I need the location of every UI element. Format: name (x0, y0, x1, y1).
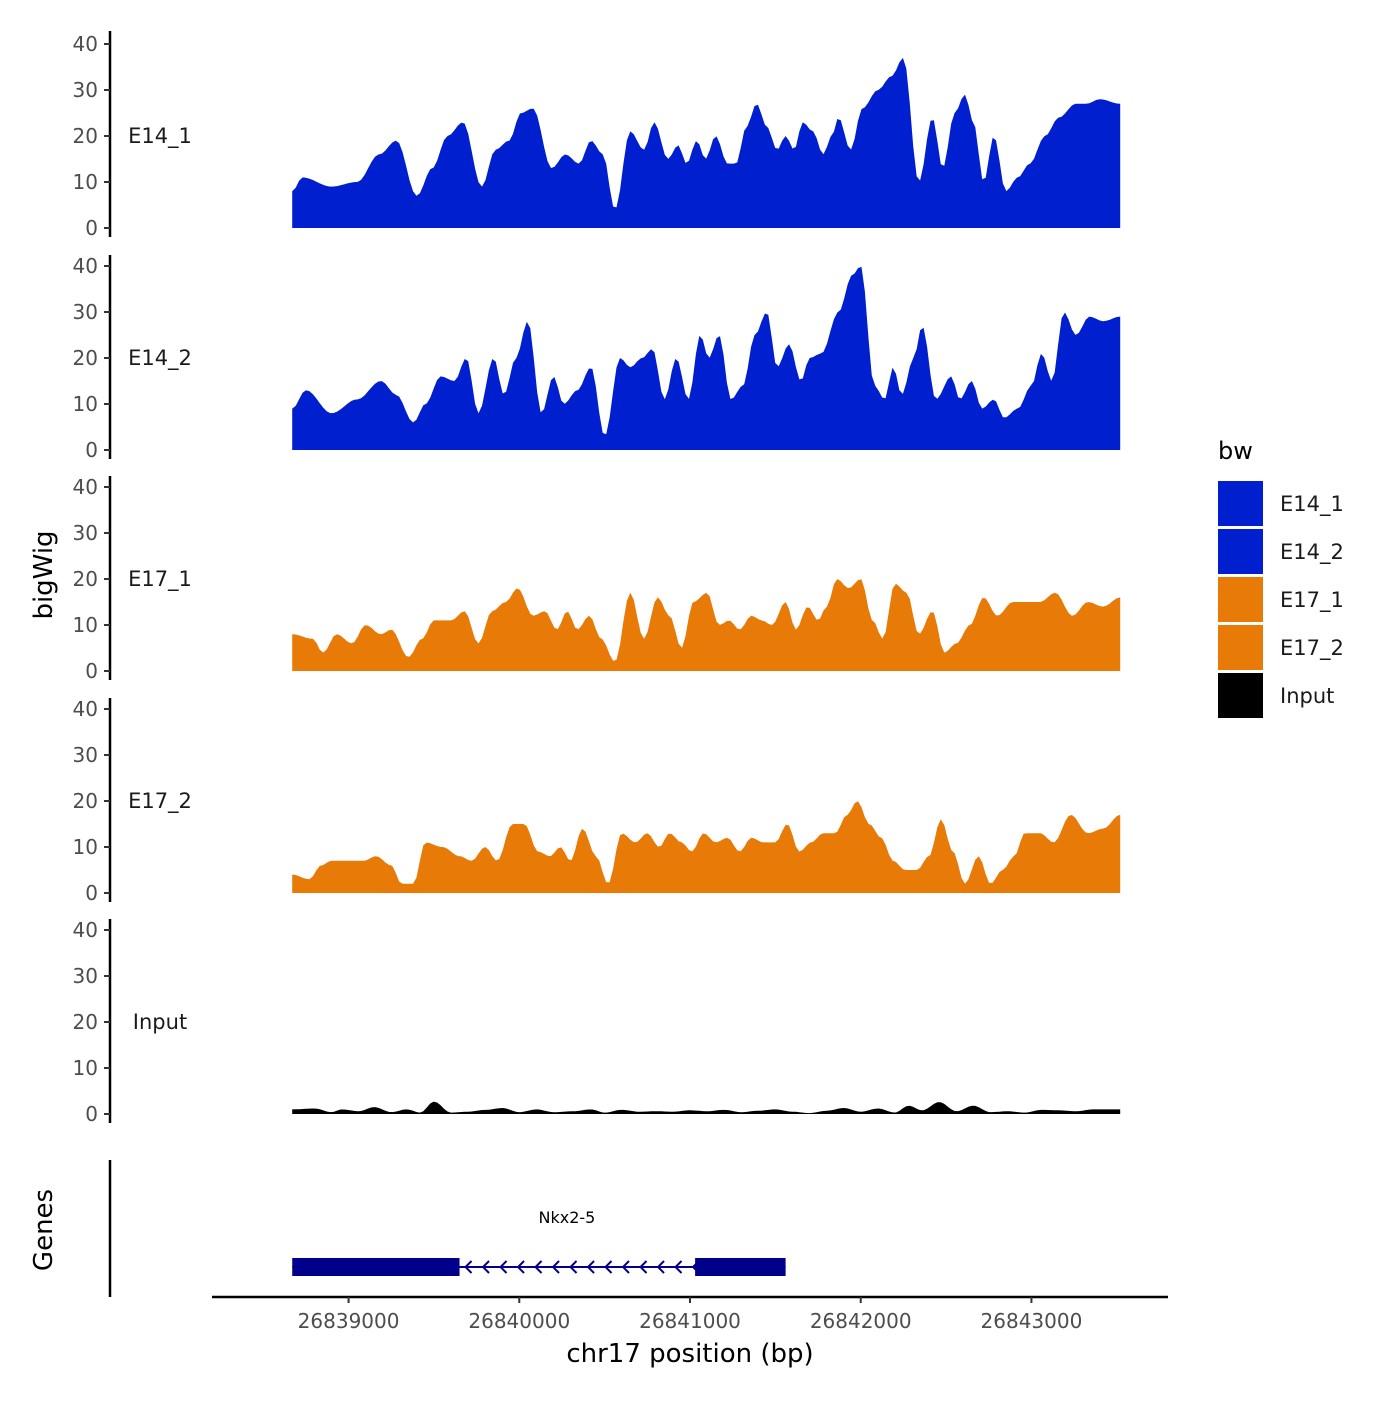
legend-swatch (1218, 673, 1263, 718)
legend-label: E17_2 (1280, 636, 1344, 661)
x-tick-label: 26842000 (810, 1309, 912, 1333)
x-tick-label: 26841000 (639, 1309, 741, 1333)
legend: E14_1 E14_2 E17_1 E17_2 Input (1218, 481, 1344, 718)
track-e17-2: 0 10 20 30 40 E17_2 (73, 697, 1121, 905)
y-tick-label: 20 (73, 124, 98, 148)
y-tick-label: 0 (85, 1102, 98, 1126)
y-tick-label: 0 (85, 659, 98, 683)
strand-arrow (691, 1260, 700, 1274)
strand-arrow (674, 1260, 683, 1274)
legend-swatch (1218, 577, 1263, 622)
track-label: Input (133, 1010, 187, 1034)
legend-swatch (1218, 481, 1263, 526)
track-e17-1: 0 10 20 30 40 E17_1 (73, 475, 1121, 683)
strand-arrow (639, 1260, 648, 1274)
y-tick-label: 40 (73, 32, 98, 56)
y-tick-label: 20 (73, 567, 98, 591)
y-tick-label: 30 (73, 521, 98, 545)
strand-arrow (604, 1260, 613, 1274)
gene-nkx2-5: Nkx2-5 (292, 1208, 786, 1276)
strand-arrow (516, 1260, 525, 1274)
legend-item-e14-2: E14_2 (1218, 529, 1344, 574)
legend-label: E14_2 (1280, 540, 1344, 565)
y-tick-label: 20 (73, 1010, 98, 1034)
strand-arrow (586, 1260, 595, 1274)
track-label: E17_1 (128, 567, 192, 592)
strand-arrow (551, 1260, 560, 1274)
y-tick-label: 0 (85, 216, 98, 240)
legend-item-e17-2: E17_2 (1218, 625, 1344, 670)
y-tick-label: 40 (73, 254, 98, 278)
y-tick-label: 0 (85, 881, 98, 905)
legend-item-e14-1: E14_1 (1218, 481, 1344, 526)
legend-label: E17_1 (1280, 588, 1344, 613)
x-tick-label: 26839000 (298, 1309, 400, 1333)
x-tick-label: 26843000 (981, 1309, 1083, 1333)
y-tick-label: 0 (85, 438, 98, 462)
area-e14-2 (292, 266, 1121, 450)
area-e17-2 (292, 801, 1121, 893)
gene-exon (695, 1258, 786, 1276)
y-tick-label: 20 (73, 346, 98, 370)
gene-exon (292, 1258, 460, 1276)
x-axis: 26839000 26840000 26841000 26842000 26843000 (212, 1295, 1168, 1333)
gene-label: Nkx2-5 (538, 1208, 595, 1227)
x-tick-label: 26840000 (468, 1309, 570, 1333)
legend-item-e17-1: E17_1 (1218, 577, 1344, 622)
track-label: E14_2 (128, 346, 192, 371)
strand-arrow (499, 1260, 508, 1274)
y-axis-title: bigWig (29, 530, 59, 619)
legend-swatch (1218, 625, 1263, 670)
legend-swatch (1218, 529, 1263, 574)
area-e17-1 (292, 579, 1121, 671)
area-input (292, 1101, 1121, 1114)
legend-label: Input (1280, 684, 1334, 708)
tracks-layer: 0 10 20 30 40 E14_1 0 10 20 30 40 E14_2 0 10 20 30 40 E17… (73, 31, 1121, 1126)
y-tick-label: 30 (73, 743, 98, 767)
legend-label: E14_1 (1280, 492, 1344, 517)
y-tick-label: 10 (73, 835, 98, 859)
track-input: 0 10 20 30 40 Input (73, 918, 1121, 1126)
y-tick-label: 10 (73, 613, 98, 637)
y-tick-label: 40 (73, 697, 98, 721)
track-label: E17_2 (128, 789, 192, 814)
y-tick-label: 40 (73, 475, 98, 499)
strand-arrow (464, 1260, 473, 1274)
track-label: E14_1 (128, 124, 192, 149)
area-e14-1 (292, 57, 1121, 229)
legend-item-input: Input (1218, 673, 1334, 718)
y-tick-label: 20 (73, 789, 98, 813)
genes-axis-title: Genes (29, 1189, 59, 1271)
track-e14-2: 0 10 20 30 40 E14_2 (73, 254, 1121, 462)
strand-arrow (534, 1260, 543, 1274)
y-tick-label: 30 (73, 300, 98, 324)
y-tick-label: 10 (73, 170, 98, 194)
strand-arrow (621, 1260, 630, 1274)
gene-layer: Nkx2-5 (108, 1160, 786, 1297)
y-tick-label: 40 (73, 918, 98, 942)
y-tick-label: 10 (73, 392, 98, 416)
legend-title: bw (1218, 437, 1253, 465)
strand-arrow (656, 1260, 665, 1274)
track-e14-1: 0 10 20 30 40 E14_1 (73, 31, 1121, 240)
y-tick-label: 30 (73, 78, 98, 102)
y-tick-label: 30 (73, 964, 98, 988)
y-tick-label: 10 (73, 1056, 98, 1080)
strand-arrow (569, 1260, 578, 1274)
x-axis-title: chr17 position (bp) (566, 1339, 813, 1369)
strand-arrow (481, 1260, 490, 1274)
